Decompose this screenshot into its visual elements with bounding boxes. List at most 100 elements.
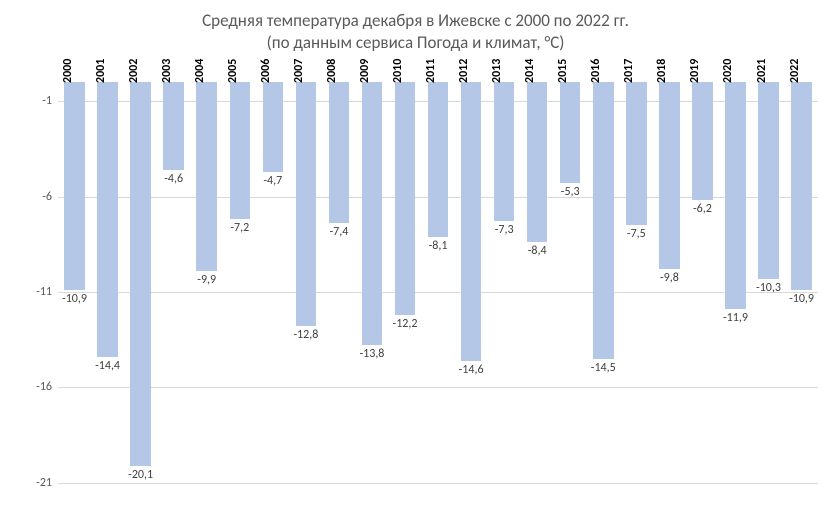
category-label: 2007 — [292, 59, 306, 83]
bar — [130, 82, 150, 466]
value-label: -10,3 — [756, 281, 781, 295]
bar-slot: 2008-7,4 — [322, 82, 355, 502]
category-label: 2010 — [391, 59, 405, 83]
value-label: -6,2 — [693, 202, 712, 216]
value-label: -4,7 — [263, 174, 282, 188]
y-tick-label: -1 — [42, 94, 52, 108]
category-label: 2003 — [160, 59, 174, 83]
bar — [527, 82, 547, 242]
value-label: -20,1 — [128, 468, 153, 482]
plot-area: -1-6-11-16-21 2000-10,92001-14,42002-20,… — [58, 82, 818, 502]
bar-slot: 2007-12,8 — [289, 82, 322, 502]
value-label: -4,6 — [164, 172, 183, 186]
bar — [263, 82, 283, 172]
category-label: 2014 — [523, 59, 537, 83]
category-label: 2020 — [721, 59, 735, 83]
category-label: 2008 — [325, 59, 339, 83]
bar-slot: 2001-14,4 — [91, 82, 124, 502]
value-label: -12,8 — [293, 328, 318, 342]
chart-title-line2: (по данным сервиса Погода и климат, °C) — [0, 32, 831, 54]
category-label: 2019 — [688, 59, 702, 83]
category-label: 2018 — [655, 59, 669, 83]
value-label: -14,5 — [591, 361, 616, 375]
category-label: 2011 — [424, 59, 438, 83]
chart-title-line1: Средняя температура декабря в Ижевске с … — [0, 10, 831, 32]
bar-slot: 2014-8,4 — [521, 82, 554, 502]
value-label: -5,3 — [561, 185, 580, 199]
bar — [163, 82, 183, 170]
category-label: 2022 — [788, 59, 802, 83]
bar — [64, 82, 84, 290]
bar-slot: 2017-7,5 — [620, 82, 653, 502]
bar — [230, 82, 250, 219]
bar-slot: 2022-10,9 — [785, 82, 818, 502]
category-label: 2021 — [755, 59, 769, 83]
bar-slot: 2018-9,8 — [653, 82, 686, 502]
temperature-bar-chart: Средняя температура декабря в Ижевске с … — [0, 0, 831, 520]
y-tick-label: -6 — [42, 190, 52, 204]
y-tick-label: -16 — [36, 380, 52, 394]
bar-slot: 2012-14,6 — [455, 82, 488, 502]
bar-slot: 2016-14,5 — [587, 82, 620, 502]
value-label: -9,8 — [660, 271, 679, 285]
category-label: 2012 — [457, 59, 471, 83]
bar — [659, 82, 679, 269]
bar-slot: 2006-4,7 — [256, 82, 289, 502]
value-label: -14,4 — [95, 359, 120, 373]
category-label: 2005 — [226, 59, 240, 83]
value-label: -7,4 — [329, 225, 348, 239]
value-label: -8,1 — [429, 239, 448, 253]
value-label: -10,9 — [789, 292, 814, 306]
bar-slot: 2013-7,3 — [488, 82, 521, 502]
bar — [626, 82, 646, 225]
bar-slot: 2010-12,2 — [388, 82, 421, 502]
bar — [725, 82, 745, 309]
category-label: 2015 — [556, 59, 570, 83]
bar-slot: 2004-9,9 — [190, 82, 223, 502]
bar-slot: 2005-7,2 — [223, 82, 256, 502]
value-label: -10,9 — [62, 292, 87, 306]
y-tick-label: -21 — [36, 476, 52, 490]
value-label: -12,2 — [393, 317, 418, 331]
bar-slot: 2000-10,9 — [58, 82, 91, 502]
category-label: 2016 — [589, 59, 603, 83]
bar — [196, 82, 216, 271]
value-label: -11,9 — [723, 311, 748, 325]
bar — [593, 82, 613, 359]
bar-slot: 2015-5,3 — [554, 82, 587, 502]
bar — [494, 82, 514, 221]
value-label: -13,8 — [359, 347, 384, 361]
bar — [97, 82, 117, 357]
bar — [362, 82, 382, 345]
value-label: -9,9 — [197, 273, 216, 287]
category-label: 2004 — [193, 59, 207, 83]
bar-slot: 2021-10,3 — [752, 82, 785, 502]
category-label: 2013 — [490, 59, 504, 83]
bar — [428, 82, 448, 237]
bar-slot: 2003-4,6 — [157, 82, 190, 502]
value-label: -7,3 — [495, 223, 514, 237]
value-label: -14,6 — [459, 363, 484, 377]
category-label: 2009 — [358, 59, 372, 83]
y-tick-label: -11 — [36, 285, 52, 299]
category-label: 2002 — [127, 59, 141, 83]
category-label: 2017 — [622, 59, 636, 83]
bar-slot: 2009-13,8 — [355, 82, 388, 502]
bar-slot: 2019-6,2 — [686, 82, 719, 502]
value-label: -7,5 — [627, 227, 646, 241]
category-label: 2006 — [259, 59, 273, 83]
value-label: -8,4 — [528, 244, 547, 258]
bars-container: 2000-10,92001-14,42002-20,12003-4,62004-… — [58, 82, 818, 502]
bar — [692, 82, 712, 200]
chart-title: Средняя температура декабря в Ижевске с … — [0, 0, 831, 54]
bar-slot: 2011-8,1 — [422, 82, 455, 502]
bar — [461, 82, 481, 361]
category-label: 2000 — [61, 59, 75, 83]
value-label: -7,2 — [230, 221, 249, 235]
category-label: 2001 — [94, 59, 108, 83]
bar-slot: 2002-20,1 — [124, 82, 157, 502]
bar — [791, 82, 811, 290]
bar — [296, 82, 316, 326]
bar — [758, 82, 778, 279]
bar-slot: 2020-11,9 — [719, 82, 752, 502]
